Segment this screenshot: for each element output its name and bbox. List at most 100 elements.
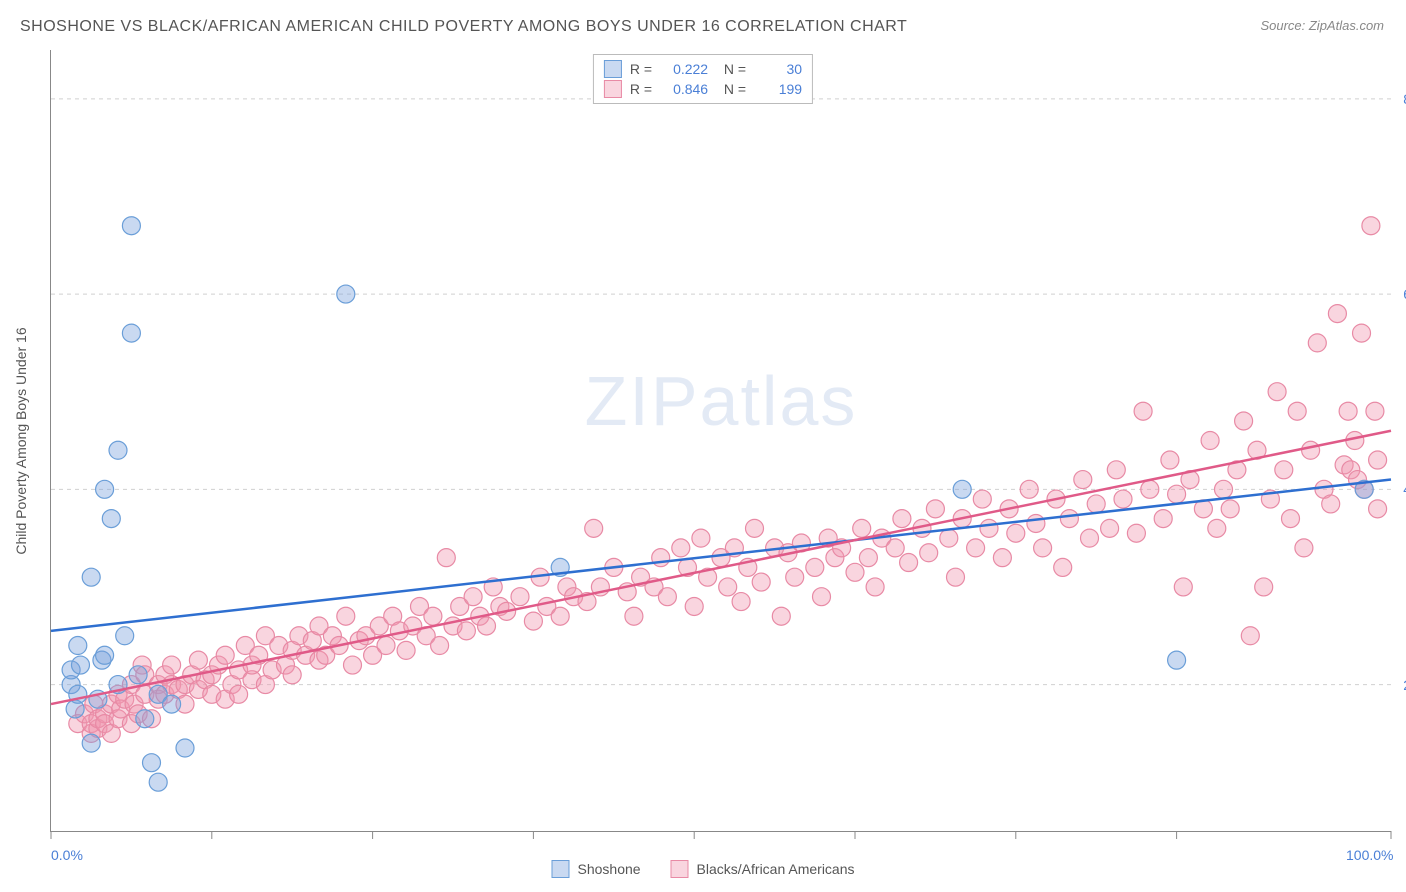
data-point: [1020, 480, 1038, 498]
data-point: [947, 568, 965, 586]
data-point: [585, 519, 603, 537]
data-point: [397, 641, 415, 659]
data-point: [464, 588, 482, 606]
data-point: [1241, 627, 1259, 645]
data-point: [1288, 402, 1306, 420]
data-point: [1107, 461, 1125, 479]
data-point: [1295, 539, 1313, 557]
data-point: [1235, 412, 1253, 430]
data-point: [163, 656, 181, 674]
data-point: [283, 666, 301, 684]
data-point: [746, 519, 764, 537]
data-point: [967, 539, 985, 557]
data-point: [1168, 651, 1186, 669]
data-point: [1201, 432, 1219, 450]
data-point: [1054, 558, 1072, 576]
data-point: [1101, 519, 1119, 537]
series-legend: ShoshoneBlacks/African Americans: [551, 860, 854, 878]
data-point: [1034, 539, 1052, 557]
data-point: [344, 656, 362, 674]
data-point: [625, 607, 643, 625]
data-point: [685, 597, 703, 615]
data-point: [846, 563, 864, 581]
data-point: [511, 588, 529, 606]
data-point: [337, 285, 355, 303]
data-point: [524, 612, 542, 630]
data-point: [853, 519, 871, 537]
data-point: [1168, 485, 1186, 503]
data-point: [1141, 480, 1159, 498]
data-point: [1328, 305, 1346, 323]
series-legend-item: Blacks/African Americans: [671, 860, 855, 878]
data-point: [230, 685, 248, 703]
data-point: [82, 568, 100, 586]
data-point: [1275, 461, 1293, 479]
legend-row: R =0.846 N =199: [604, 79, 802, 99]
data-point: [692, 529, 710, 547]
data-point: [920, 544, 938, 562]
legend-n-label: N =: [716, 81, 746, 97]
data-point: [116, 627, 134, 645]
data-point: [1134, 402, 1152, 420]
data-point: [1127, 524, 1145, 542]
data-point: [1308, 334, 1326, 352]
data-point: [337, 607, 355, 625]
data-point: [1060, 510, 1078, 528]
data-point: [82, 734, 100, 752]
data-point: [143, 754, 161, 772]
x-tick-label: 0.0%: [51, 847, 83, 863]
data-point: [424, 607, 442, 625]
data-point: [216, 646, 234, 664]
data-point: [973, 490, 991, 508]
data-point: [993, 549, 1011, 567]
data-point: [1208, 519, 1226, 537]
data-point: [672, 539, 690, 557]
data-point: [1353, 324, 1371, 342]
data-point: [551, 607, 569, 625]
data-point: [1322, 495, 1340, 513]
data-point: [1081, 529, 1099, 547]
data-point: [1255, 578, 1273, 596]
data-point: [176, 739, 194, 757]
correlation-legend: R =0.222 N =30R =0.846 N =199: [593, 54, 813, 104]
data-point: [437, 549, 455, 567]
data-point: [69, 637, 87, 655]
data-point: [772, 607, 790, 625]
legend-row: R =0.222 N =30: [604, 59, 802, 79]
legend-n-value: 30: [754, 61, 802, 77]
data-point: [163, 695, 181, 713]
data-point: [1369, 500, 1387, 518]
data-point: [189, 651, 207, 669]
data-point: [980, 519, 998, 537]
data-point: [953, 480, 971, 498]
data-point: [886, 539, 904, 557]
data-point: [122, 324, 140, 342]
legend-r-value: 0.846: [660, 81, 708, 97]
data-point: [1366, 402, 1384, 420]
data-point: [1007, 524, 1025, 542]
data-point: [1027, 514, 1045, 532]
x-tick-label: 100.0%: [1346, 847, 1393, 863]
legend-r-label: R =: [630, 61, 652, 77]
data-point: [1114, 490, 1132, 508]
data-point: [102, 510, 120, 528]
data-point: [806, 558, 824, 576]
data-point: [893, 510, 911, 528]
data-point: [71, 656, 89, 674]
source-attribution: Source: ZipAtlas.com: [1260, 18, 1384, 33]
data-point: [149, 773, 167, 791]
data-point: [866, 578, 884, 596]
legend-swatch: [551, 860, 569, 878]
data-point: [1362, 217, 1380, 235]
data-point: [431, 637, 449, 655]
data-point: [96, 480, 114, 498]
data-point: [1174, 578, 1192, 596]
data-point: [658, 588, 676, 606]
data-point: [900, 554, 918, 572]
data-point: [96, 646, 114, 664]
trend-line: [51, 480, 1391, 631]
data-point: [122, 217, 140, 235]
data-point: [377, 637, 395, 655]
data-point: [1161, 451, 1179, 469]
series-legend-label: Blacks/African Americans: [697, 861, 855, 877]
